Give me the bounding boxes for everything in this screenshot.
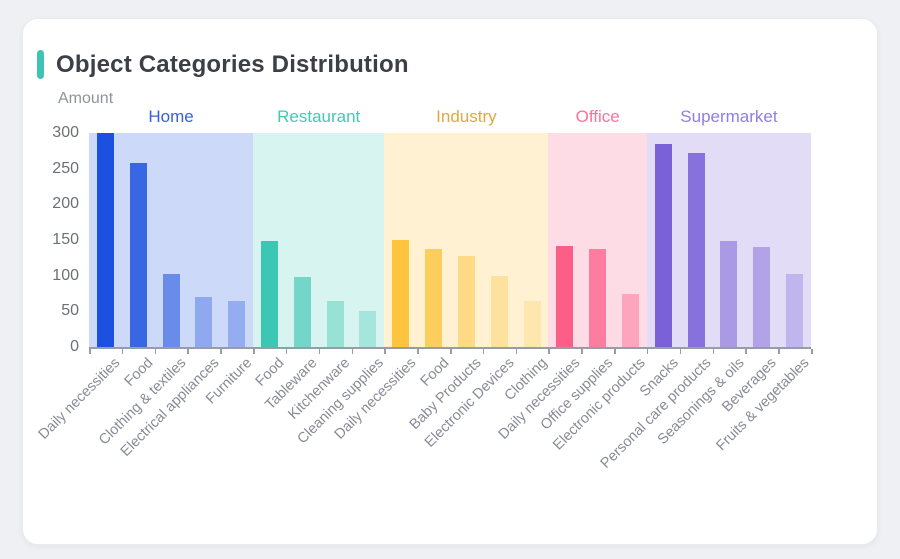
x-axis-tick — [187, 349, 189, 354]
card-title-row: Object Categories Distribution — [37, 50, 409, 79]
bar-supermarket-beverages[interactable] — [753, 247, 771, 347]
y-tick-label-150: 150 — [52, 231, 79, 248]
x-axis-tick — [384, 349, 386, 354]
x-axis-tick — [745, 349, 747, 354]
chart-canvas: 0 50 100 150 200 250 300 Home Daily necessities F… — [23, 19, 877, 544]
x-axis-tick — [712, 349, 715, 354]
bar-industry-daily-necessities[interactable] — [392, 240, 410, 347]
x-axis-tick — [515, 349, 518, 354]
bar-home-furniture[interactable] — [228, 301, 246, 347]
bar-industry-food[interactable] — [425, 248, 443, 347]
y-tick-label-300: 300 — [52, 124, 79, 141]
bar-office-office-supplies[interactable] — [589, 248, 607, 347]
bar-supermarket-snacks[interactable] — [654, 143, 672, 347]
y-tick-label-100: 100 — [52, 266, 79, 284]
chart-title: Object Categories Distribution — [56, 50, 409, 78]
x-axis-tick — [811, 349, 813, 354]
bar-industry-baby-products[interactable] — [457, 256, 475, 347]
x-axis-tick — [450, 349, 452, 354]
y-tick-label-0: 0 — [70, 338, 79, 355]
x-axis-tick — [417, 349, 419, 354]
x-axis-tick — [154, 349, 157, 354]
bar-supermarket-seasonings-and-oils[interactable] — [720, 241, 738, 347]
x-axis-tick — [351, 349, 354, 354]
x-axis-line — [89, 347, 811, 349]
chart-card: Object Categories Distribution Amount 0 5… — [22, 18, 878, 545]
group-label-office: Office — [575, 107, 620, 126]
x-axis-tick — [89, 349, 91, 354]
bar-home-food[interactable] — [129, 162, 147, 347]
bar-restaurant-tableware[interactable] — [293, 277, 311, 347]
bar-restaurant-food[interactable] — [261, 241, 278, 347]
x-axis-tick — [253, 349, 255, 354]
x-axis-tick — [581, 349, 583, 354]
group-label-supermarket: Supermarket — [680, 107, 778, 126]
bar-office-electronic-products[interactable] — [622, 293, 639, 347]
x-axis-tick — [318, 349, 321, 354]
bar-home-daily-necessities[interactable] — [96, 133, 114, 347]
x-axis-tick — [220, 349, 222, 354]
x-axis-tick — [778, 349, 780, 354]
y-tick-label-200: 200 — [52, 195, 79, 213]
bar-home-clothing-and-textiles[interactable] — [162, 273, 180, 347]
group-label-home: Home — [148, 107, 194, 126]
bar-restaurant-kitchenware[interactable] — [326, 300, 344, 347]
bar-supermarket-fruits-and-vegetables[interactable] — [786, 274, 804, 347]
bar-home-electrical-appliances[interactable] — [195, 297, 213, 347]
group-label-restaurant: Restaurant — [277, 107, 361, 126]
bar-supermarket-personal-care-products[interactable] — [687, 152, 705, 347]
x-axis-tick — [482, 349, 485, 354]
x-axis-tick — [548, 349, 550, 354]
x-axis-tick — [121, 349, 124, 354]
group-label-industry: Industry — [436, 107, 497, 126]
x-axis-tick — [679, 349, 682, 354]
x-axis-tick — [285, 349, 288, 354]
y-axis-title: Amount — [58, 90, 114, 107]
bar-office-daily-necessities[interactable] — [556, 245, 574, 347]
y-tick-label-50: 50 — [61, 302, 79, 320]
bar-industry-clothing[interactable] — [523, 301, 541, 347]
title-accent-bar — [37, 50, 44, 79]
y-tick-label-250: 250 — [52, 159, 79, 177]
x-axis-tick — [646, 349, 649, 354]
bar-industry-electronic-devices[interactable] — [490, 275, 508, 347]
bar-restaurant-cleaning-supplies[interactable] — [359, 310, 377, 347]
x-axis-tick — [614, 349, 616, 354]
